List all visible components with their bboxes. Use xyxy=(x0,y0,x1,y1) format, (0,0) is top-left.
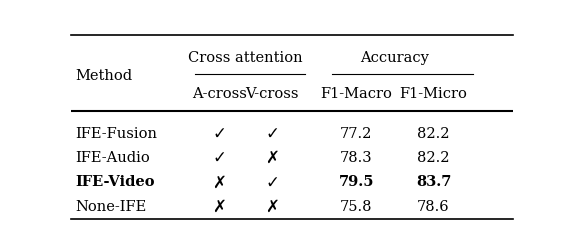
Text: 75.8: 75.8 xyxy=(340,200,372,214)
Text: ✓: ✓ xyxy=(212,149,226,167)
Text: F1-Macro: F1-Macro xyxy=(320,87,392,101)
Text: Method: Method xyxy=(76,69,133,83)
Text: None-IFE: None-IFE xyxy=(76,200,147,214)
Text: IFE-Fusion: IFE-Fusion xyxy=(76,127,158,141)
Text: 77.2: 77.2 xyxy=(340,127,372,141)
Text: ✗: ✗ xyxy=(212,198,226,216)
Text: ✗: ✗ xyxy=(265,198,279,216)
Text: 78.6: 78.6 xyxy=(417,200,450,214)
Text: Accuracy: Accuracy xyxy=(360,51,429,65)
Text: IFE-Audio: IFE-Audio xyxy=(76,151,150,165)
Text: 78.3: 78.3 xyxy=(340,151,372,165)
Text: 82.2: 82.2 xyxy=(417,151,450,165)
Text: A-cross: A-cross xyxy=(192,87,247,101)
Text: ✗: ✗ xyxy=(212,173,226,191)
Text: Cross attention: Cross attention xyxy=(189,51,303,65)
Text: ✓: ✓ xyxy=(265,173,279,191)
Text: F1-Micro: F1-Micro xyxy=(400,87,467,101)
Text: 82.2: 82.2 xyxy=(417,127,450,141)
Text: ✓: ✓ xyxy=(265,124,279,142)
Text: ✗: ✗ xyxy=(265,149,279,167)
Text: ✓: ✓ xyxy=(212,124,226,142)
Text: V-cross: V-cross xyxy=(246,87,299,101)
Text: 79.5: 79.5 xyxy=(339,175,374,189)
Text: IFE-Video: IFE-Video xyxy=(76,175,155,189)
Text: 83.7: 83.7 xyxy=(416,175,451,189)
